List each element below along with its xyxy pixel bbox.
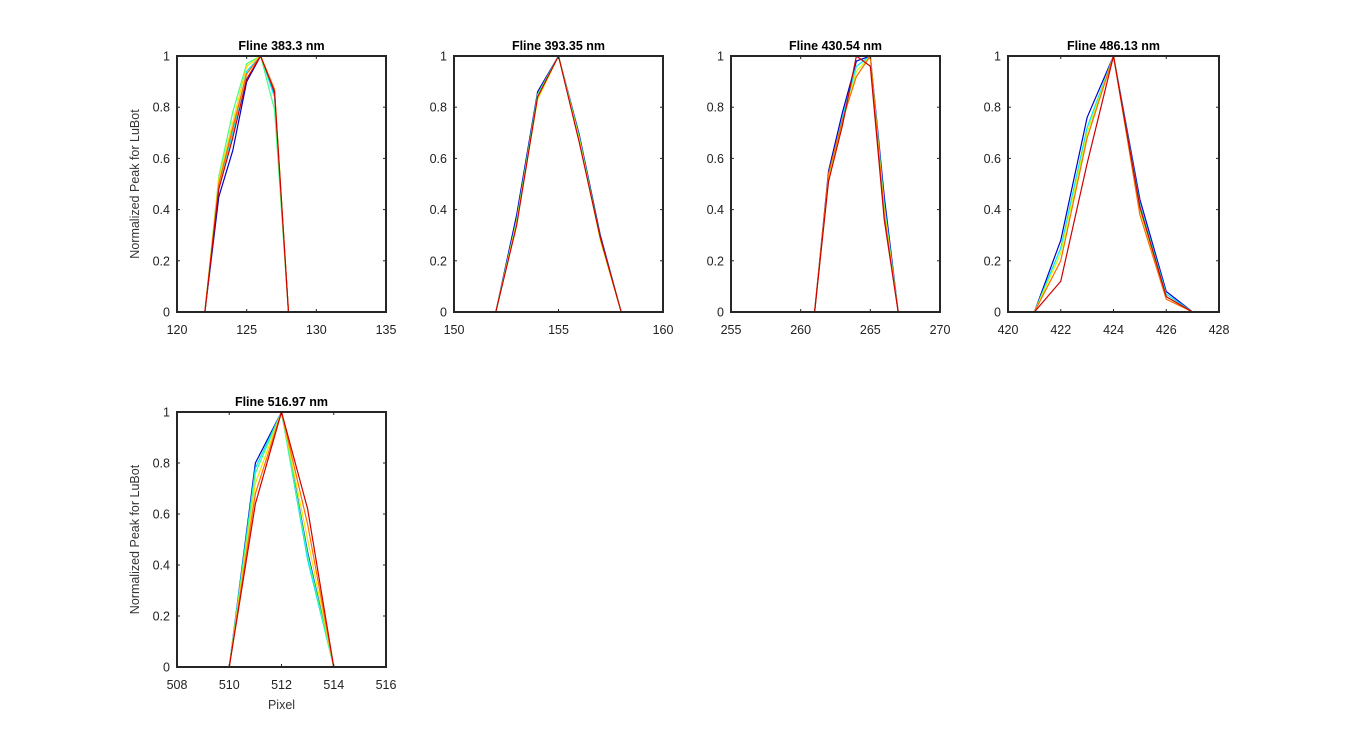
- x-tick-label: 514: [323, 678, 344, 692]
- y-tick-label: 0.6: [153, 508, 170, 522]
- plot-area: [731, 56, 940, 312]
- series-line: [1033, 56, 1193, 312]
- y-tick-label: 0: [440, 306, 447, 320]
- y-tick-label: 0.8: [430, 101, 447, 115]
- y-tick-label: 0.8: [153, 457, 170, 471]
- y-tick-label: 0.2: [430, 254, 447, 268]
- y-tick-label: 1: [994, 50, 1001, 64]
- axes-box: [730, 55, 941, 313]
- chart-title: Fline 430.54 nm: [789, 39, 882, 53]
- series-line: [1033, 56, 1193, 312]
- x-axis-label: Pixel: [268, 698, 295, 712]
- y-axis-label: Normalized Peak for LuBot: [128, 464, 142, 614]
- x-tick-label: 510: [219, 678, 240, 692]
- series-line: [474, 56, 643, 312]
- y-tick-label: 0: [994, 306, 1001, 320]
- plot-area: [177, 56, 386, 312]
- y-tick-label: 0: [717, 306, 724, 320]
- series-line: [1033, 56, 1193, 312]
- x-tick-label: 516: [376, 678, 397, 692]
- y-tick-label: 0.4: [153, 559, 170, 573]
- x-tick-label: 420: [998, 323, 1019, 337]
- y-tick-label: 0.4: [153, 203, 170, 217]
- y-tick-label: 1: [163, 50, 170, 64]
- y-tick-label: 0.4: [430, 203, 447, 217]
- x-tick-label: 424: [1103, 323, 1124, 337]
- y-tick-label: 0.6: [153, 152, 170, 166]
- x-tick-label: 255: [721, 323, 742, 337]
- y-tick-label: 0.2: [984, 254, 1001, 268]
- plot-area: [454, 56, 663, 312]
- x-tick-label: 265: [860, 323, 881, 337]
- subplot-1: 120 125 130 135 0 0.2 0.4 0.6 0.8 1 Fline 383.3 nm…: [128, 39, 396, 337]
- chart-title: Fline 383.3 nm: [238, 39, 324, 53]
- x-tick-label: 135: [376, 323, 397, 337]
- y-tick-label: 0.6: [430, 152, 447, 166]
- x-tick-label: 512: [271, 678, 292, 692]
- chart-title: Fline 486.13 nm: [1067, 39, 1160, 53]
- x-tick-label: 508: [167, 678, 188, 692]
- y-tick-label: 1: [163, 406, 170, 420]
- series-line: [786, 56, 940, 312]
- x-tick-label: 422: [1050, 323, 1071, 337]
- series-line: [786, 56, 940, 312]
- chart-title: Fline 516.97 nm: [235, 395, 328, 409]
- series-line: [786, 56, 940, 312]
- subplot-4: 420 422 424 426 428 0 0.2 0.4 0.6 0.8 1 Fline 486.1…: [984, 39, 1230, 337]
- y-tick-label: 0.6: [707, 152, 724, 166]
- y-tick-label: 0.8: [984, 101, 1001, 115]
- series-line: [1033, 56, 1193, 312]
- x-tick-label: 426: [1156, 323, 1177, 337]
- y-tick-label: 0.4: [984, 203, 1001, 217]
- subplot-3: 255 260 265 270 0 0.2 0.4 0.6 0.8 1 Fline 430.54 n…: [707, 39, 951, 337]
- plot-area: [177, 412, 386, 667]
- subplot-2: 150 155 160 0 0.2 0.4 0.6 0.8 1 Fline 393.35 nm: [430, 39, 674, 337]
- y-tick-label: 0.8: [153, 101, 170, 115]
- chart-title: Fline 393.35 nm: [512, 39, 605, 53]
- x-tick-label: 270: [930, 323, 951, 337]
- x-tick-label: 150: [444, 323, 465, 337]
- y-tick-label: 0.6: [984, 152, 1001, 166]
- plot-area: [1008, 56, 1219, 312]
- x-tick-label: 155: [548, 323, 569, 337]
- x-tick-label: 160: [653, 323, 674, 337]
- x-tick-label: 120: [167, 323, 188, 337]
- y-tick-label: 0.2: [153, 254, 170, 268]
- y-tick-label: 0.4: [707, 203, 724, 217]
- subplot-5: 508 510 512 514 516 0 0.2 0.4 0.6 0.8 1 Fline 516.9…: [128, 395, 396, 712]
- y-tick-label: 0.2: [707, 254, 724, 268]
- x-tick-label: 428: [1209, 323, 1230, 337]
- series-group: [1033, 56, 1193, 312]
- y-tick-label: 0.8: [707, 101, 724, 115]
- y-axis-label: Normalized Peak for LuBot: [128, 109, 142, 259]
- y-tick-label: 0.2: [153, 610, 170, 624]
- series-group: [786, 56, 940, 312]
- axes-box: [176, 55, 387, 313]
- y-tick-label: 0: [163, 306, 170, 320]
- y-tick-label: 1: [440, 50, 447, 64]
- x-tick-label: 260: [790, 323, 811, 337]
- x-tick-label: 125: [236, 323, 257, 337]
- x-tick-label: 130: [306, 323, 327, 337]
- series-line: [786, 56, 940, 312]
- y-tick-label: 0: [163, 661, 170, 675]
- series-group: [474, 56, 643, 312]
- y-tick-label: 1: [717, 50, 724, 64]
